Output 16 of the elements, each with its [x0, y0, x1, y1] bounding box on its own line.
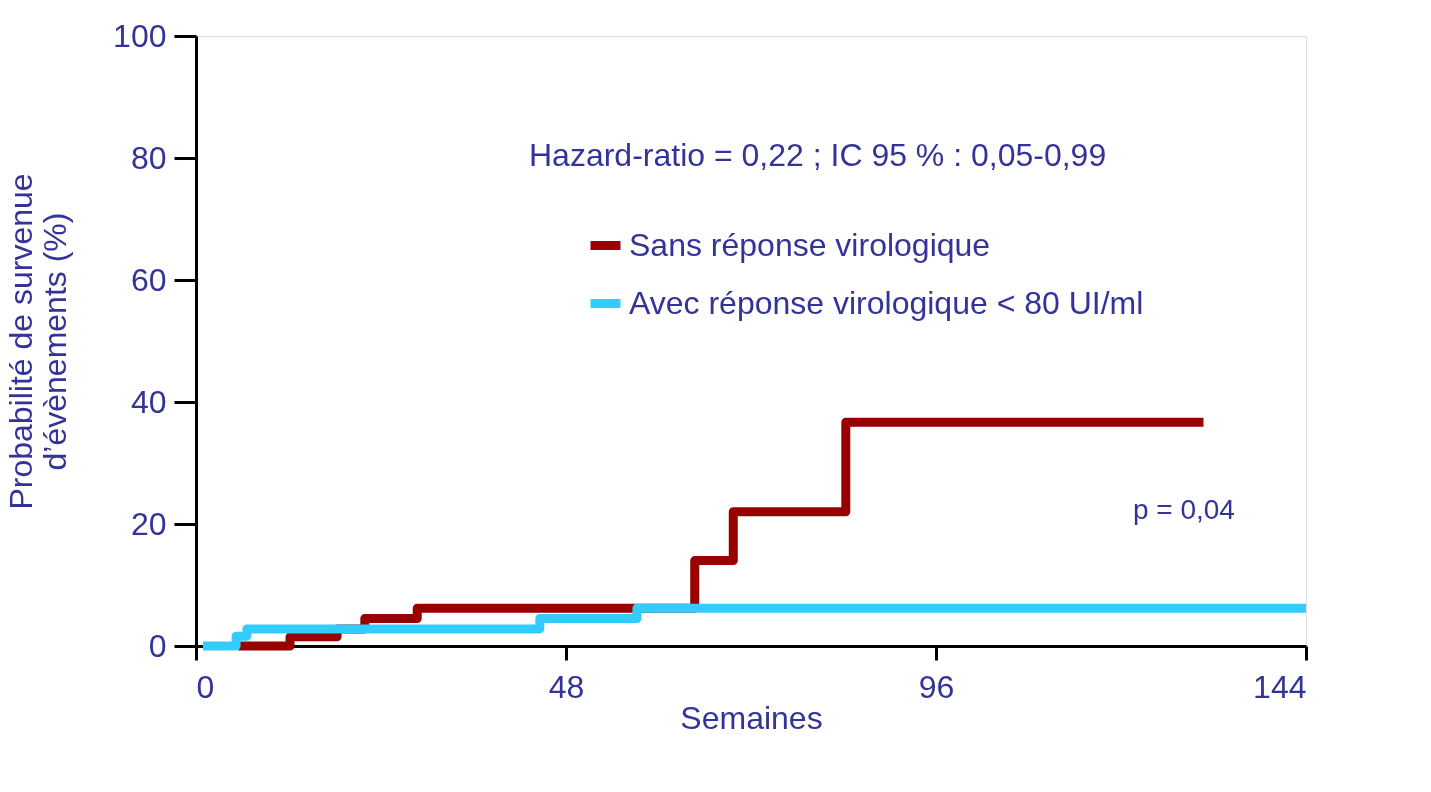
y-tick-label: 0: [148, 627, 167, 664]
y-tick-label: 60: [130, 261, 167, 298]
y-tick-label: 80: [130, 139, 167, 176]
y-tick-label: 40: [130, 383, 167, 420]
annotation: p = 0,04: [1132, 494, 1235, 525]
x-tick-label: 144: [1253, 668, 1307, 705]
y-tick-label: 100: [113, 17, 167, 54]
annotation: Hazard-ratio = 0,22 ; IC 95 % : 0,05-0,99: [529, 137, 1107, 173]
legend-label: Sans réponse virologique: [629, 226, 991, 263]
x-tick-label: 48: [548, 668, 585, 705]
x-tick-label: 0: [196, 668, 215, 705]
legend-label: Avec réponse virologique < 80 UI/ml: [629, 284, 1144, 321]
x-tick-label: 96: [918, 668, 955, 705]
y-axis-title: Probabilité de survenue d’évènements (%): [3, 173, 74, 510]
y-tick-label: 20: [130, 505, 167, 542]
x-axis-title: Semaines: [680, 699, 823, 736]
